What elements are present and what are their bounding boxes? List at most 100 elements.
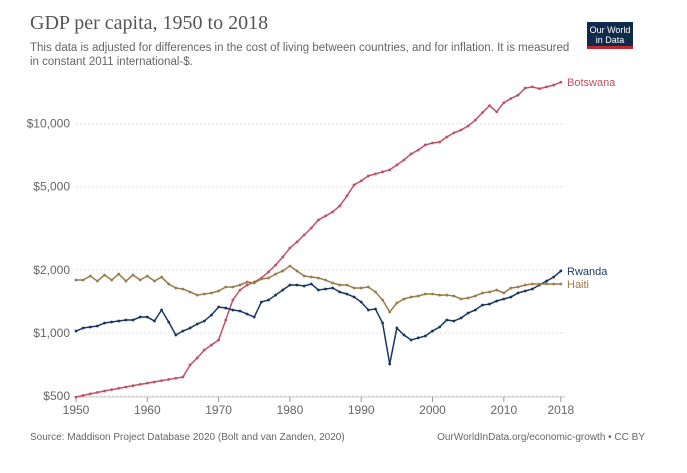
data-point: [267, 270, 270, 274]
data-point: [95, 279, 99, 283]
data-point: [81, 326, 85, 330]
data-point: [502, 291, 506, 295]
data-point: [217, 289, 221, 293]
data-point: [231, 308, 235, 312]
data-point: [352, 295, 356, 299]
data-point: [530, 287, 534, 291]
data-point: [431, 292, 434, 296]
data-point: [160, 379, 163, 383]
data-point: [538, 282, 541, 286]
data-point: [388, 310, 392, 314]
data-point: [252, 315, 256, 319]
data-point: [445, 293, 449, 297]
data-point: [103, 273, 106, 277]
data-point: [359, 286, 363, 290]
data-point: [473, 118, 477, 122]
data-point: [288, 283, 292, 287]
data-point: [388, 362, 392, 366]
data-point: [138, 278, 142, 282]
data-point: [374, 172, 377, 176]
data-point: [409, 295, 413, 299]
data-point: [381, 321, 384, 325]
data-point: [516, 93, 520, 97]
data-point: [281, 269, 285, 273]
data-point: [488, 290, 491, 294]
data-point: [445, 135, 449, 139]
data-point: [445, 318, 449, 322]
data-point: [431, 329, 434, 333]
data-point: [481, 291, 484, 295]
data-point: [124, 318, 128, 322]
data-point: [103, 389, 106, 393]
data-point: [338, 290, 342, 294]
data-point: [167, 282, 171, 286]
data-point: [167, 378, 171, 381]
data-point: [395, 163, 399, 167]
data-point: [416, 294, 420, 298]
data-point: [160, 275, 163, 279]
data-point: [145, 381, 149, 385]
data-point: [366, 285, 370, 289]
data-point: [202, 292, 206, 296]
data-point: [545, 279, 548, 283]
data-point: [552, 282, 556, 286]
data-point: [145, 315, 149, 319]
y-tick-label: $2,000: [33, 263, 70, 277]
source-note: Source: Maddison Project Database 2020 (…: [30, 432, 345, 443]
data-point: [88, 392, 92, 396]
data-point: [224, 306, 228, 310]
data-point: [473, 294, 477, 298]
data-point: [195, 293, 199, 297]
y-tick-label: $1,000: [33, 326, 70, 340]
data-point: [252, 281, 256, 285]
data-point: [416, 336, 420, 340]
data-point: [488, 104, 491, 108]
data-point: [181, 375, 185, 379]
data-point: [331, 286, 335, 290]
data-point: [502, 101, 506, 105]
data-point: [523, 289, 527, 293]
data-point: [545, 85, 548, 89]
x-tick-label: 1970: [205, 403, 232, 417]
data-point: [288, 246, 292, 250]
data-point: [174, 286, 178, 290]
data-point: [245, 283, 249, 287]
data-point: [530, 282, 534, 286]
source-link[interactable]: OurWorldInData.org/economic-growth • CC …: [437, 432, 645, 443]
data-point: [302, 233, 306, 237]
data-point: [523, 86, 527, 90]
data-point: [545, 282, 548, 286]
data-point: [538, 87, 541, 91]
data-point: [160, 308, 163, 312]
data-point: [117, 319, 121, 323]
data-point: [131, 318, 135, 322]
data-point: [74, 278, 78, 282]
data-point: [188, 363, 192, 367]
data-point: [324, 287, 327, 291]
data-point: [495, 110, 499, 114]
data-point: [317, 288, 320, 292]
data-point: [423, 292, 427, 296]
data-point: [502, 297, 506, 301]
data-point: [345, 283, 349, 287]
data-point: [481, 303, 484, 307]
data-point: [423, 143, 427, 147]
data-point: [167, 320, 171, 324]
data-point: [495, 288, 499, 292]
data-point: [359, 300, 363, 304]
data-point: [202, 348, 206, 352]
x-tick-label: 1950: [63, 403, 90, 417]
owid-logo[interactable]: Our World in Data: [587, 22, 633, 49]
data-point: [274, 263, 278, 267]
y-tick-label: $5,000: [33, 180, 70, 194]
data-point: [488, 302, 491, 306]
data-point: [309, 275, 313, 279]
series-line-rwanda: [75, 270, 562, 365]
x-tick-label: 1990: [348, 403, 375, 417]
series-label-botswana: Botswana: [567, 77, 616, 89]
data-point: [238, 283, 242, 287]
series-label-rwanda: Rwanda: [567, 266, 608, 278]
data-point: [438, 325, 442, 329]
data-point: [95, 391, 99, 394]
